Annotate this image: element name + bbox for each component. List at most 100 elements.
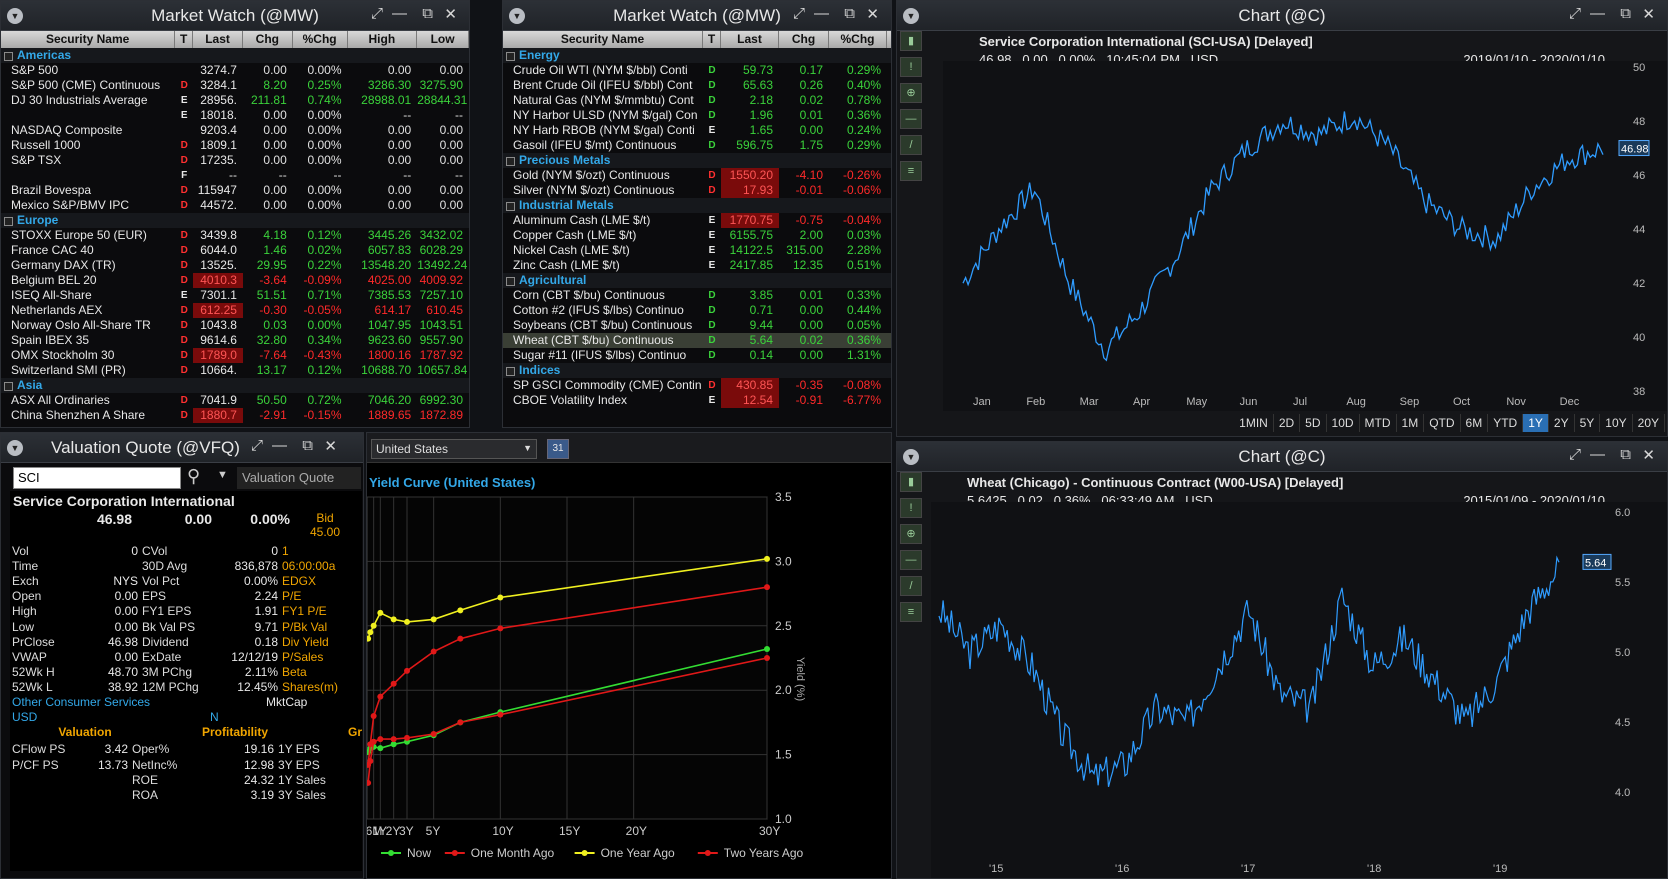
table-row[interactable]: E 18018. 0.00 0.00% -- -- [1, 108, 469, 123]
expand-icon[interactable]: ⤢ [1568, 5, 1581, 22]
table-row[interactable]: CBOE Volatility Index E 12.54 -0.91 -6.77% [503, 393, 891, 408]
table-row[interactable]: Mexico S&P/BMV IPC D 44572. 0.00 0.00% 0.00 0.… [1, 198, 469, 213]
column-header[interactable]: T [703, 31, 721, 48]
column-header[interactable]: Low [417, 31, 469, 48]
panel-header[interactable]: ▼ Valuation Quote (@VFQ) ⤢ — ⧉ ✕ [1, 433, 363, 463]
group-header[interactable]: Indices [503, 363, 891, 378]
table-row[interactable]: Brent Crude Oil (IFEU $/bbl) Cont D 65.63 0… [503, 78, 891, 93]
period-button-5d[interactable]: 5D [1300, 414, 1327, 432]
table-row[interactable]: Belgium BEL 20 D 4010.3 -3.64 -0.09% 4025.00 4… [1, 273, 469, 288]
group-header[interactable]: Energy [503, 48, 891, 63]
period-button-2y[interactable]: 2Y [1549, 414, 1575, 432]
column-header[interactable]: %Chg [829, 31, 887, 48]
panel-menu-icon[interactable]: ▼ [509, 8, 525, 24]
minimize-icon[interactable]: — [1590, 5, 1605, 22]
yield-curve-chart[interactable]: Yield Curve (United States) 1.0 1.5 2.0 2.5 3… [367, 467, 892, 879]
group-header[interactable]: Europe [1, 213, 469, 228]
expand-icon[interactable]: ⤢ [250, 437, 263, 454]
table-row[interactable]: Copper Cash (LME $/t) E 6155.75 2.00 0.03% [503, 228, 891, 243]
popout-icon[interactable]: ⧉ [844, 5, 855, 22]
table-row[interactable]: F -- -- -- -- -- [1, 168, 469, 183]
price-chart[interactable]: 6.0 5.5 5.0 4.5 4.0 '15 '16 '17 '18 '19 5.64 [931, 502, 1667, 878]
period-button-ytd[interactable]: YTD [1488, 414, 1524, 432]
table-row[interactable]: France CAC 40 D 6044.0 1.46 0.02% 6057.83 6028… [1, 243, 469, 258]
table-row[interactable]: Crude Oil WTI (NYM $/bbl) Conti D 59.73 0.1… [503, 63, 891, 78]
table-row[interactable]: China Shenzhen A Share D 1880.7 -2.91 -0.15%… [1, 408, 469, 423]
minimize-icon[interactable]: — [1590, 446, 1605, 463]
panel-header[interactable]: ▼ Market Watch (@MW) ⤢ — ⧉ ✕ [1, 1, 469, 31]
column-header[interactable]: Last [193, 31, 243, 48]
panel-menu-icon[interactable]: ▼ [7, 440, 23, 456]
minimize-icon[interactable]: — [272, 437, 287, 454]
period-button-5y[interactable]: 5Y [1575, 414, 1601, 432]
panel-menu-icon[interactable]: ▼ [903, 449, 919, 465]
table-row[interactable]: SP GSCI Commodity (CME) Contin D 430.85 -0.… [503, 378, 891, 393]
close-icon[interactable]: ✕ [866, 6, 879, 23]
table-row[interactable]: Germany DAX (TR) D 13525. 29.95 0.22% 13548.2… [1, 258, 469, 273]
table-row[interactable]: S&P TSX D 17235. 0.00 0.00% 0.00 0.00 [1, 153, 469, 168]
table-row[interactable]: Netherlands AEX D 612.25 -0.30 -0.05% 614.17 6… [1, 303, 469, 318]
chart-type-icon[interactable]: ▮ [900, 472, 922, 492]
table-row[interactable]: Silver (NYM $/ozt) Continuous D 17.93 -0.01… [503, 183, 891, 198]
group-header[interactable]: Agricultural [503, 273, 891, 288]
group-header[interactable]: Asia [1, 378, 469, 393]
table-row[interactable]: Brazil Bovespa D 115947 0.00 0.00% 0.00 0.00 [1, 183, 469, 198]
period-button-2d[interactable]: 2D [1274, 414, 1301, 432]
column-header[interactable]: Chg [243, 31, 293, 48]
list-icon[interactable]: ≡ [900, 161, 922, 181]
table-row[interactable]: Wheat (CBT $/bu) Continuous D 5.64 0.02 0.36… [503, 333, 891, 348]
table-row[interactable]: STOXX Europe 50 (EUR) D 3439.8 4.18 0.12% 344… [1, 228, 469, 243]
period-button-10d[interactable]: 10D [1327, 414, 1360, 432]
chevron-down-icon[interactable]: ▼ [217, 469, 228, 481]
column-header[interactable]: Chg [779, 31, 829, 48]
period-button-mtd[interactable]: MTD [1360, 414, 1397, 432]
sector-link[interactable]: Other Consumer Services [12, 694, 151, 709]
symbol-input[interactable]: SCI [13, 467, 181, 489]
table-row[interactable]: Sugar #11 (IFUS $/lbs) Continuo D 0.14 0.00… [503, 348, 891, 363]
trendline-icon[interactable]: / [900, 576, 922, 596]
table-row[interactable]: Aluminum Cash (LME $/t) E 1770.75 -0.75 -0.0… [503, 213, 891, 228]
view-selector[interactable]: Valuation Quote [237, 467, 361, 489]
popout-icon[interactable]: ⧉ [1620, 446, 1631, 463]
table-row[interactable]: NY Harb RBOB (NYM $/gal) Conti E 1.65 0.00 0… [503, 123, 891, 138]
panel-menu-icon[interactable]: ▼ [7, 8, 23, 24]
table-row[interactable]: S&P 500 3274.7 0.00 0.00% 0.00 0.00 [1, 63, 469, 78]
table-row[interactable]: S&P 500 (CME) Continuous D 3284.1 8.20 0.25%… [1, 78, 469, 93]
popout-icon[interactable]: ⧉ [302, 437, 313, 454]
expand-icon[interactable]: ⤢ [370, 5, 383, 22]
table-row[interactable]: Russell 1000 D 1809.1 0.00 0.00% 0.00 0.00 [1, 138, 469, 153]
table-row[interactable]: Spain IBEX 35 D 9614.6 32.80 0.34% 9623.60 955… [1, 333, 469, 348]
table-row[interactable]: Norway Oslo All-Share TR D 1043.8 0.03 0.00%… [1, 318, 469, 333]
table-row[interactable]: DJ 30 Industrials Average E 28956. 211.81 0.… [1, 93, 469, 108]
column-header[interactable]: High [348, 31, 418, 48]
table-row[interactable]: Switzerland SMI (PR) D 10664. 13.17 0.12% 106… [1, 363, 469, 378]
chart-type-icon[interactable]: ▮ [900, 31, 922, 51]
table-row[interactable]: Nickel Cash (LME $/t) E 14122.5 315.00 2.28% [503, 243, 891, 258]
table-row[interactable]: NASDAQ Composite 9203.4 0.00 0.00% 0.00 0.00 [1, 123, 469, 138]
minimize-icon[interactable]: — [392, 5, 407, 22]
table-row[interactable]: Gasoil (IFEU $/mt) Continuous D 596.75 1.75… [503, 138, 891, 153]
crosshair-icon[interactable]: ⊕ [900, 524, 922, 544]
list-icon[interactable]: ≡ [900, 602, 922, 622]
column-header[interactable]: %Chg [293, 31, 348, 48]
price-chart[interactable]: 50 48 46 44 42 40 38 Jan Feb Mar Apr May Jun Jul Aug Se… [943, 61, 1667, 411]
panel-menu-icon[interactable]: ▼ [903, 8, 919, 24]
line-icon[interactable]: — [900, 550, 922, 570]
table-row[interactable]: Corn (CBT $/bu) Continuous D 3.85 0.01 0.33% [503, 288, 891, 303]
panel-header[interactable]: ▼ Market Watch (@MW) ⤢ — ⧉ ✕ [503, 1, 891, 31]
column-header[interactable]: Security Name [503, 31, 703, 48]
table-row[interactable]: Natural Gas (NYM $/mmbtu) Cont D 2.18 0.02 0… [503, 93, 891, 108]
close-icon[interactable]: ✕ [1642, 6, 1655, 23]
group-header[interactable]: Precious Metals [503, 153, 891, 168]
n-link[interactable]: N [210, 709, 219, 724]
close-icon[interactable]: ✕ [1642, 447, 1655, 464]
table-row[interactable]: NY Harbor ULSD (NYM $/gal) Con D 1.96 0.01 0… [503, 108, 891, 123]
table-row[interactable]: Gold (NYM $/ozt) Continuous D 1550.20 -4.10… [503, 168, 891, 183]
column-header[interactable]: Last [721, 31, 779, 48]
popout-icon[interactable]: ⧉ [1620, 5, 1631, 22]
group-header[interactable]: Americas [1, 48, 469, 63]
trendline-icon[interactable]: / [900, 135, 922, 155]
expand-icon[interactable]: ⤢ [1568, 446, 1581, 463]
period-button-1min[interactable]: 1MIN [1234, 414, 1274, 432]
indicator-icon[interactable]: ! [900, 498, 922, 518]
